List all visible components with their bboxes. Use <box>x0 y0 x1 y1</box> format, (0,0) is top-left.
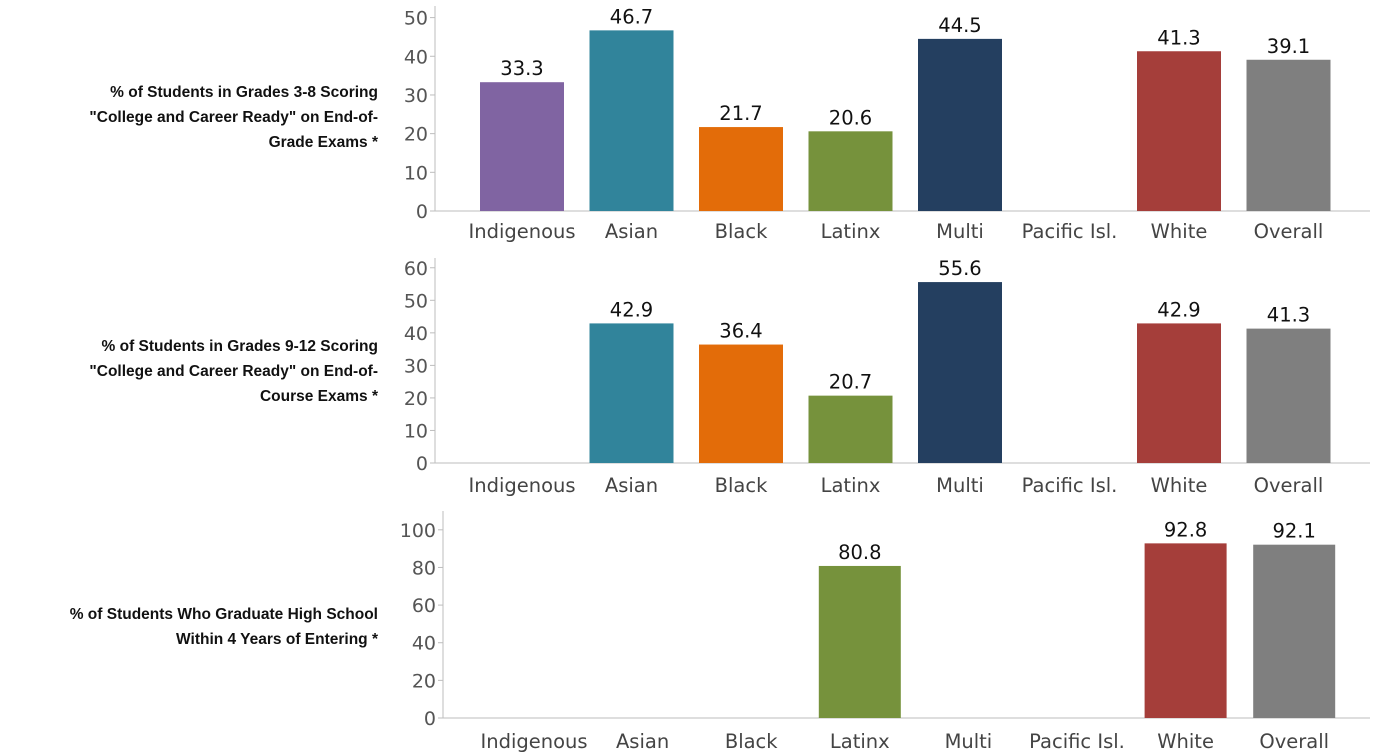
bar-overall <box>1253 544 1336 718</box>
bar-indigenous <box>480 82 564 211</box>
data-label: 92.8 <box>1164 518 1207 541</box>
bar-white <box>1137 323 1221 463</box>
data-label: 36.4 <box>719 320 762 343</box>
category-label: Black <box>715 220 768 243</box>
y-tick-label: 10 <box>404 420 428 442</box>
row-label-eoc: % of Students in Grades 9-12 Scoring "Co… <box>0 334 378 409</box>
data-label: 80.8 <box>838 541 881 564</box>
category-label: White <box>1151 220 1208 243</box>
data-label: 33.3 <box>500 57 543 80</box>
row-label-line: % of Students in Grades 3-8 Scoring <box>110 84 378 101</box>
bar-chart-graduation: 0 20 40 60 80 100 Indigenous Asian Black 80.8 Lati… <box>400 511 1370 752</box>
category-label: Pacific Isl. <box>1022 220 1118 243</box>
bar-white <box>1144 543 1227 718</box>
category-label: Asian <box>605 220 658 243</box>
category-label: Indigenous <box>480 730 587 752</box>
bar-multi <box>918 282 1002 463</box>
data-label: 21.7 <box>719 102 762 125</box>
y-tick-label: 20 <box>404 124 428 146</box>
bar-overall <box>1246 59 1331 211</box>
row-label-line: Course Exams * <box>259 388 378 405</box>
y-tick-label: 0 <box>416 453 428 475</box>
bar-multi <box>918 38 1002 212</box>
y-tick-label: 30 <box>404 355 428 377</box>
category-label: Latinx <box>821 220 881 243</box>
category-label: Multi <box>936 474 984 497</box>
category-label: Asian <box>616 730 669 752</box>
category-label: Multi <box>945 730 993 752</box>
data-label: 55.6 <box>938 257 981 280</box>
row-label-line: Grade Exams * <box>268 134 378 151</box>
y-tick-label: 80 <box>412 557 436 579</box>
data-label: 41.3 <box>1157 26 1200 49</box>
category-label: White <box>1157 730 1214 752</box>
data-label: 20.7 <box>829 371 872 394</box>
chart-panel-eoc: % of Students in Grades 9-12 Scoring "Co… <box>0 252 1387 504</box>
bar-asian <box>589 30 674 212</box>
bar-latinx <box>808 395 893 463</box>
row-label-graduation: % of Students Who Graduate High School W… <box>0 602 378 652</box>
category-label: Multi <box>936 220 984 243</box>
data-label: 46.7 <box>610 5 653 28</box>
y-tick-label: 50 <box>404 8 428 30</box>
row-label-line: "College and Career Ready" on End-of- <box>89 109 378 126</box>
row-label-line: % of Students Who Graduate High School <box>69 606 378 623</box>
y-tick-label: 20 <box>404 388 428 410</box>
data-label: 39.1 <box>1267 35 1310 58</box>
bar-white <box>1137 51 1221 212</box>
row-label-line: % of Students in Grades 9-12 Scoring <box>101 338 378 355</box>
y-tick-label: 40 <box>404 323 428 345</box>
bar-chart-eoc: 0 10 20 30 40 50 60 Indigenous 42.9 Asian 36.4 Blac… <box>404 257 1370 497</box>
y-tick-label: 100 <box>400 520 436 542</box>
data-label: 41.3 <box>1267 304 1310 327</box>
bar-overall <box>1246 328 1331 463</box>
row-label-line: Within 4 Years of Entering * <box>176 631 378 648</box>
y-tick-label: 0 <box>416 201 428 223</box>
y-tick-label: 20 <box>412 670 436 692</box>
y-tick-label: 60 <box>404 258 428 280</box>
row-label-line: "College and Career Ready" on End-of- <box>89 363 378 380</box>
category-label: Black <box>715 474 768 497</box>
y-tick-label: 50 <box>404 290 428 312</box>
category-label: Overall <box>1259 730 1329 752</box>
category-label: Asian <box>605 474 658 497</box>
bar-latinx <box>808 131 893 211</box>
category-label: Overall <box>1254 220 1324 243</box>
y-tick-label: 30 <box>404 85 428 107</box>
category-label: Pacific Isl. <box>1022 474 1118 497</box>
data-label: 20.6 <box>829 106 872 129</box>
row-label-eog: % of Students in Grades 3-8 Scoring "Col… <box>0 80 378 155</box>
y-tick-label: 40 <box>412 633 436 655</box>
y-tick-label: 10 <box>404 162 428 184</box>
chart-panel-eog: % of Students in Grades 3-8 Scoring "Col… <box>0 0 1387 252</box>
y-tick-label: 40 <box>404 46 428 68</box>
data-label: 42.9 <box>610 298 653 321</box>
category-label: Pacific Isl. <box>1029 730 1125 752</box>
chart-panel-graduation: % of Students Who Graduate High School W… <box>0 504 1387 752</box>
y-tick-label: 0 <box>424 708 436 730</box>
bar-asian <box>589 323 674 463</box>
category-label: Latinx <box>830 730 890 752</box>
bar-latinx <box>818 565 901 718</box>
y-tick-label: 60 <box>412 595 436 617</box>
bar-black <box>699 127 783 211</box>
category-label: Indigenous <box>468 220 575 243</box>
bar-chart-eog: 0 10 20 30 40 50 33.3 Indigenous 46.7 Asian 21.7 Bl… <box>404 5 1370 243</box>
category-label: Latinx <box>821 474 881 497</box>
data-label: 44.5 <box>938 14 981 37</box>
data-label: 42.9 <box>1157 298 1200 321</box>
category-label: Black <box>725 730 778 752</box>
category-label: Indigenous <box>468 474 575 497</box>
category-label: Overall <box>1254 474 1324 497</box>
category-label: White <box>1151 474 1208 497</box>
data-label: 92.1 <box>1272 520 1315 543</box>
bar-black <box>699 344 783 463</box>
